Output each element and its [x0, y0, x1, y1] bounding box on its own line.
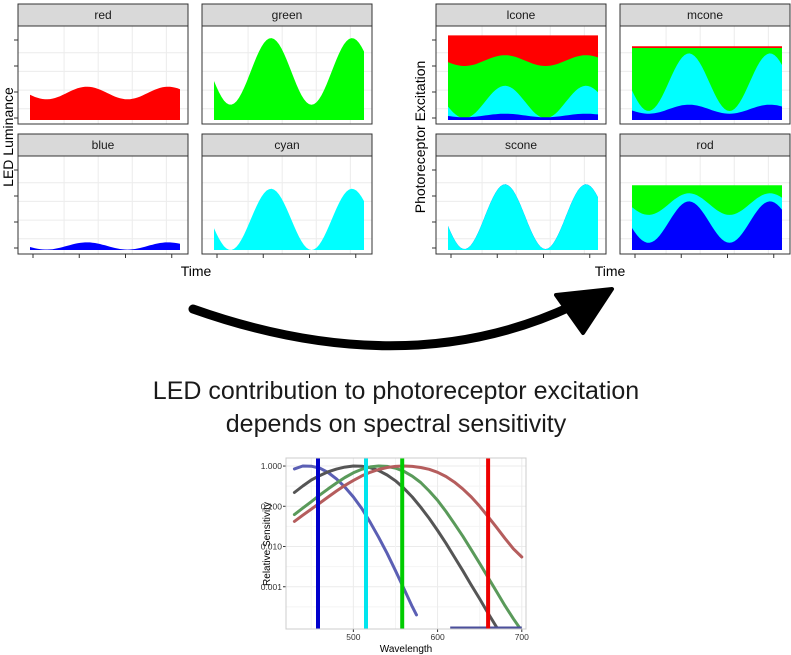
led-area-green [214, 38, 364, 120]
led-strip-label-cyan: cyan [274, 138, 299, 152]
led-xlabel: Time [181, 263, 212, 279]
led-facet-cyan: cyan [201, 133, 373, 255]
pr-layer-mcone-blue [632, 104, 782, 120]
led-area-blue [30, 242, 180, 250]
sensitivity-ytick-label: 0.001 [261, 582, 283, 592]
arrow-curve [188, 301, 577, 351]
led-facet-green: green [201, 3, 373, 125]
led-panel-border-cyan [201, 155, 373, 255]
pr-facet-rod: rod [619, 133, 791, 255]
pr-facet-mcone: mcone [619, 3, 791, 125]
pr-panel-border-mcone [619, 25, 791, 125]
sensitivity-curve-scone [292, 464, 418, 617]
pr-facet-lcone: lcone [435, 3, 607, 125]
pr-facet-scone: scone [435, 133, 607, 255]
photoreceptor-excitation-panel: Photoreceptor Excitation Time lcone mcone… [412, 3, 791, 279]
sensitivity-curve-mcone [292, 464, 523, 629]
pr-panel-border-rod [619, 155, 791, 255]
led-ylabel: LED Luminance [0, 87, 16, 187]
pr-layer-rod-blue [632, 201, 782, 250]
caption-line-2: depends on spectral sensitivity [226, 410, 567, 438]
pr-layer-lcone-blue [448, 113, 598, 120]
led-facet-red: red [17, 3, 189, 125]
sensitivity-ylabel: Relative Sensitivity [262, 502, 273, 586]
pr-strip-label-mcone: mcone [687, 8, 723, 22]
led-panel-border-red [17, 25, 189, 125]
led-strip-label-blue: blue [92, 138, 115, 152]
led-strip-label-red: red [94, 8, 111, 22]
sensitivity-ytick-label: 0.100 [261, 501, 283, 511]
led-luminance-panel: LED Luminance Time red green blue cyan [0, 3, 373, 279]
led-area-red [30, 86, 180, 120]
led-plot-bg-blue [18, 156, 188, 254]
led-panel-border-green [201, 25, 373, 125]
sensitivity-frame [285, 457, 527, 630]
pr-layer-scone-cyan [448, 184, 598, 250]
led-panel-border-blue [17, 155, 189, 255]
sensitivity-ytick-label: 1.000 [261, 461, 283, 471]
pr-layer-mcone-cyan [632, 53, 782, 120]
pr-panel-border-lcone [435, 25, 607, 125]
spectral-sensitivity-chart: Wavelength Relative Sensitivity 1.000 0.1… [261, 457, 529, 655]
led-strip-label-green: green [272, 8, 303, 22]
sensitivity-xtick-label: 700 [515, 632, 529, 642]
caption-line-1: LED contribution to photoreceptor excita… [153, 377, 639, 405]
pr-xlabel: Time [595, 263, 626, 279]
arrow-head [554, 287, 614, 335]
transform-arrow [188, 287, 614, 351]
sensitivity-curves [292, 464, 524, 629]
sensitivity-xtick-label: 600 [430, 632, 444, 642]
led-area-cyan [214, 188, 364, 250]
pr-strip-label-scone: scone [505, 138, 537, 152]
pr-strip-label-lcone: lcone [507, 8, 536, 22]
sensitivity-curve-lcone [292, 464, 524, 559]
sensitivity-curve-rod [292, 464, 500, 629]
pr-strip-label-rod: rod [696, 138, 713, 152]
led-facet-blue: blue [17, 133, 189, 255]
sensitivity-ytick-label: 0.010 [261, 542, 283, 552]
sensitivity-xtick-label: 500 [346, 632, 360, 642]
pr-panel-border-scone [435, 155, 607, 255]
sensitivity-xlabel: Wavelength [380, 644, 432, 655]
pr-ylabel: Photoreceptor Excitation [412, 61, 428, 214]
pr-layer-lcone-cyan [448, 85, 598, 120]
